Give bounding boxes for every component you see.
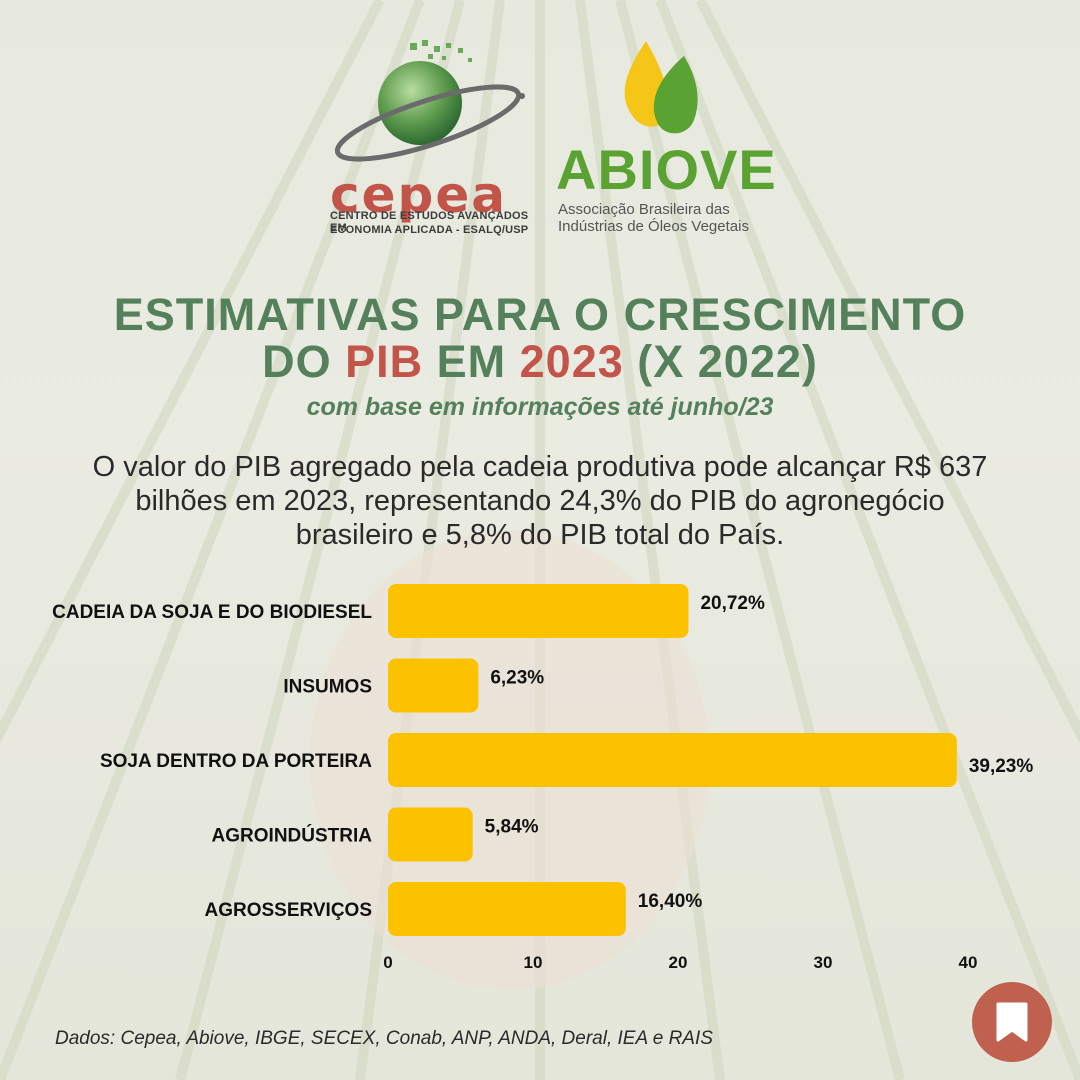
chart-value-label: 5,84%: [485, 817, 539, 838]
chart-x-tick-label: 20: [669, 953, 688, 972]
abiove-leaf-icon: [624, 41, 698, 134]
chart-bar: [388, 733, 957, 787]
bookmark-button[interactable]: [972, 982, 1052, 1062]
cepea-subtitle-line1: CENTRO DE ESTUDOS AVANÇADOS EM: [330, 210, 529, 234]
chart-x-tick-label: 0: [383, 953, 392, 972]
chart-category-label: AGROSSERVIÇOS: [204, 900, 372, 921]
chart-bar: [388, 584, 689, 638]
bookmark-icon: [996, 1002, 1028, 1042]
cepea-subtitle-line2: ECONOMIA APLICADA - ESALQ/USP: [330, 224, 529, 236]
chart-x-tick-label: 30: [814, 953, 833, 972]
chart-category-label: CADEIA DA SOJA E DO BIODIESEL: [52, 602, 372, 623]
title-segment: (X 2022): [623, 336, 818, 387]
summary-text: O valor do PIB agregado pela cadeia prod…: [92, 451, 988, 551]
abiove-subtitle-line1: Associação Brasileira das: [558, 201, 730, 218]
chart-bar: [388, 882, 626, 936]
chart-category-label: AGROINDÚSTRIA: [212, 825, 373, 847]
title-pib: PIB: [345, 336, 424, 387]
title-year: 2023: [519, 336, 624, 387]
page-title-line2: DO PIB EM 2023 (X 2022): [0, 339, 1080, 384]
title-segment: DO: [262, 336, 346, 387]
chart-category-label: INSUMOS: [283, 677, 372, 698]
page-title-line1: ESTIMATIVAS PARA O CRESCIMENTO: [113, 289, 967, 340]
chart-x-tick-label: 40: [959, 953, 978, 972]
bar-chart: CADEIA DA SOJA E DO BIODIESEL 20,72% INSUM…: [52, 584, 1034, 972]
chart-bar: [388, 807, 473, 862]
chart-bar: [388, 658, 479, 713]
title-segment: EM: [423, 336, 520, 387]
chart-value-label: 39,23%: [969, 756, 1034, 777]
chart-value-label: 20,72%: [700, 593, 765, 614]
cepea-globe-icon: [334, 40, 525, 162]
abiove-logo-text: ABIOVE: [556, 138, 777, 201]
cepea-logo-text: cepea: [330, 166, 507, 224]
source-note: Dados: Cepea, Abiove, IBGE, SECEX, Conab…: [55, 1028, 713, 1049]
chart-category-label: SOJA DENTRO DA PORTEIRA: [100, 751, 372, 772]
chart-value-label: 6,23%: [490, 668, 544, 689]
page-subtitle: com base em informações até junho/23: [306, 393, 774, 421]
abiove-subtitle-line2: Indústrias de Óleos Vegetais: [558, 218, 749, 235]
chart-value-label: 16,40%: [638, 891, 703, 912]
chart-x-tick-label: 10: [524, 953, 543, 972]
